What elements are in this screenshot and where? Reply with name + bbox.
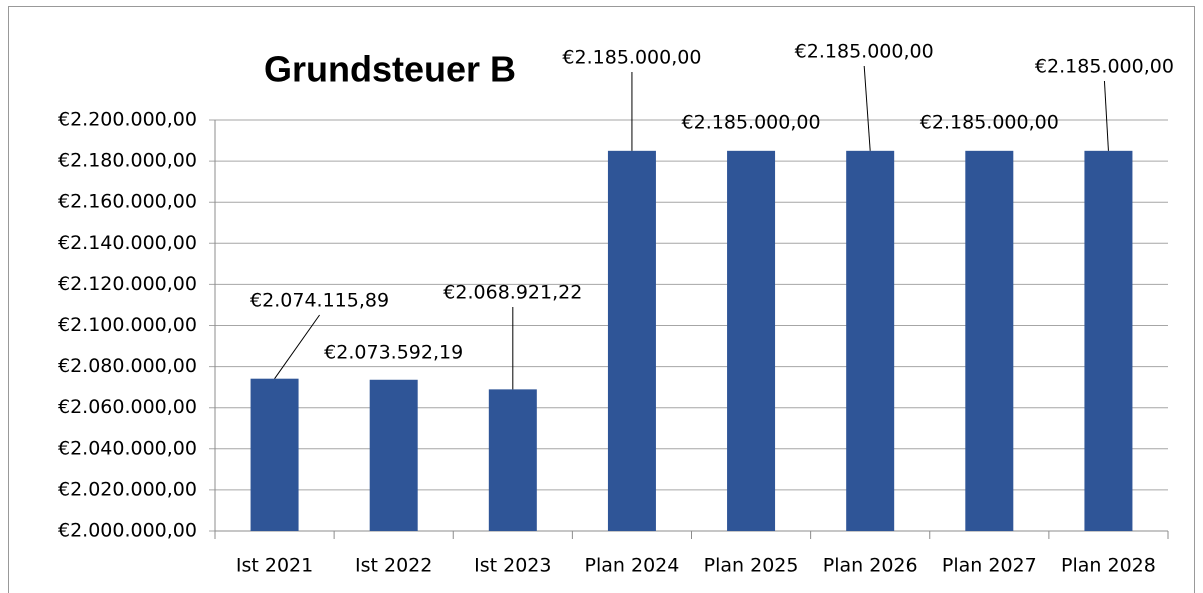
data-label: €2.074.115,89 [250,290,389,312]
x-tick-label: Plan 2026 [823,555,918,577]
bar [1084,150,1133,531]
data-label: €2.185.000,00 [682,112,821,134]
leader-line [274,314,320,379]
chart-title: Grundsteuer B [264,49,516,90]
x-tick-label: Ist 2022 [355,555,432,577]
bar [846,150,895,531]
y-tick-label: €2.060.000,00 [58,396,197,418]
bar [965,150,1014,531]
y-tick-label: €2.160.000,00 [58,191,197,213]
chart-border [8,6,1195,593]
data-label: €2.185.000,00 [795,41,934,63]
x-tick-label: Plan 2027 [942,555,1037,577]
y-tick-label: €2.140.000,00 [58,232,197,254]
data-label: €2.185.000,00 [920,112,1059,134]
data-label: €2.185.000,00 [562,47,701,69]
leader-line [1103,80,1109,151]
y-tick-label: €2.120.000,00 [58,273,197,295]
data-label: €2.185.000,00 [1035,56,1174,78]
bar [607,150,656,531]
bar [369,379,418,531]
bar [727,150,776,531]
leader-line [863,65,871,151]
data-label: €2.073.592,19 [324,342,463,364]
x-tick-label: Plan 2025 [704,555,799,577]
bar [488,389,537,531]
x-tick-label: Plan 2028 [1061,555,1156,577]
y-tick-label: €2.000.000,00 [58,520,197,542]
x-tick-label: Plan 2024 [585,555,680,577]
y-tick-label: €2.100.000,00 [58,314,197,336]
y-tick-label: €2.080.000,00 [58,355,197,377]
y-tick-label: €2.020.000,00 [58,478,197,500]
bar [250,378,299,531]
x-tick-label: Ist 2023 [474,555,551,577]
y-tick-label: €2.200.000,00 [58,109,197,131]
y-tick-label: €2.040.000,00 [58,437,197,459]
data-label: €2.068.921,22 [443,282,582,304]
y-tick-label: €2.180.000,00 [58,150,197,172]
x-tick-label: Ist 2021 [236,555,313,577]
